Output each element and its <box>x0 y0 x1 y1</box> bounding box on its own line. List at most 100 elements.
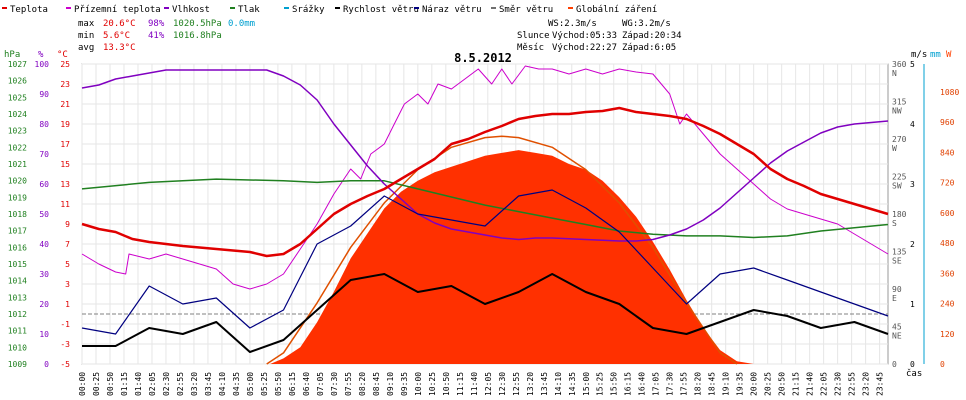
tick-label-dir: W <box>892 144 897 153</box>
tick-label-time: 01:15 <box>120 372 129 396</box>
tick-label-dir: E <box>892 294 897 303</box>
tick-label-pct: 30 <box>39 270 49 279</box>
stat-max-label: max <box>78 19 95 29</box>
tick-label-time: 20:50 <box>778 372 787 396</box>
tick-label-time: 05:00 <box>246 372 255 396</box>
tick-label-hpa: 1018 <box>8 210 27 219</box>
tick-label-degc: 19 <box>60 120 70 129</box>
tick-label-time: 07:05 <box>316 372 325 396</box>
tick-label-wm2: 0 <box>940 360 945 369</box>
tick-label-time: 11:40 <box>470 372 479 396</box>
tick-label-time: 08:45 <box>372 372 381 396</box>
tick-label-dir: 225 <box>892 173 907 182</box>
sun-set: Západ:20:34 <box>622 31 682 41</box>
tick-label-degc: -1 <box>60 320 70 329</box>
tick-label-dir: SE <box>892 257 902 266</box>
tick-label-time: 00:00 <box>78 372 87 396</box>
pressure-line <box>81 178 889 239</box>
tick-label-time: 22:55 <box>848 372 857 396</box>
tick-label-time: 10:00 <box>414 372 423 396</box>
tick-label-wm2: 1080 <box>940 88 959 97</box>
tick-label-time: 08:20 <box>358 372 367 396</box>
legend: Teplota Přízemní teplota Vlhkost Tlak Srážky… <box>2 5 657 15</box>
tick-label-time: 20:00 <box>750 372 759 396</box>
tick-label-degc: 25 <box>60 60 70 69</box>
tick-label-wm2: 480 <box>940 239 955 248</box>
tick-label-pct: 90 <box>39 90 49 99</box>
axes: 1027102610251024102310221021102010191018… <box>8 60 960 396</box>
tick-label-dir: 135 <box>892 248 907 257</box>
stat-min-hum: 41% <box>148 31 165 41</box>
tick-label-pct: 100 <box>35 60 50 69</box>
tick-label-time: 19:10 <box>722 372 731 396</box>
stat-avg-temp: 13.3°C <box>103 43 136 53</box>
radiation-max-line <box>266 135 738 365</box>
temperature-line <box>81 106 889 258</box>
tick-label-pct: 20 <box>39 300 49 309</box>
tick-label-time: 05:25 <box>260 372 269 396</box>
tick-label-degc: 7 <box>65 240 70 249</box>
tick-label-dir: 90 <box>892 285 902 294</box>
axis-units: hPa % °C m/s mm W čas <box>4 50 952 379</box>
tick-label-degc: 13 <box>60 180 70 189</box>
tick-label-hpa: 1009 <box>8 360 27 369</box>
tick-label-hpa: 1026 <box>8 77 27 86</box>
tick-label-time: 00:50 <box>106 372 115 396</box>
tick-label-time: 14:10 <box>554 372 563 396</box>
tick-label-time: 22:30 <box>834 372 843 396</box>
tick-label-dir: SW <box>892 182 902 191</box>
wind-gust-line <box>81 189 889 335</box>
tick-label-ms: 1 <box>910 300 915 309</box>
tick-label-time: 04:35 <box>232 372 241 396</box>
tick-label-ms: 3 <box>910 180 915 189</box>
tick-label-dir: 0 <box>892 360 897 369</box>
moon-set: Západ:6:05 <box>622 43 676 53</box>
tick-label-time: 15:00 <box>582 372 591 396</box>
moon-label: Měsíc <box>517 43 544 53</box>
tick-label-wm2: 840 <box>940 148 955 157</box>
tick-label-time: 09:10 <box>386 372 395 396</box>
tick-label-time: 07:30 <box>330 372 339 396</box>
tick-label-wm2: 240 <box>940 300 955 309</box>
tick-label-hpa: 1027 <box>8 60 27 69</box>
tick-label-time: 13:45 <box>540 372 549 396</box>
legend-item: Směr větru <box>499 5 553 15</box>
stat-max-temp: 20.6°C <box>103 19 136 29</box>
legend-item: Srážky <box>292 5 325 15</box>
tick-label-wm2: 960 <box>940 118 955 127</box>
stat-min-label: min <box>78 31 94 41</box>
tick-label-ms: 5 <box>910 60 915 69</box>
sun-label: Slunce <box>517 31 550 41</box>
tick-label-time: 17:30 <box>666 372 675 396</box>
tick-label-hpa: 1010 <box>8 343 27 352</box>
tick-label-hpa: 1015 <box>8 260 27 269</box>
stat-rain: 0.0mm <box>228 19 255 29</box>
stats-panel: max 20.6°C 98% 1020.5hPa 0.0mm min 5.6°C… <box>78 19 682 53</box>
tick-label-time: 02:55 <box>176 372 185 396</box>
tick-label-degc: 5 <box>65 260 70 269</box>
tick-label-ms: 0 <box>910 360 915 369</box>
tick-label-degc: 23 <box>60 80 70 89</box>
legend-item: Globální záření <box>576 5 657 15</box>
tick-label-time: 23:45 <box>876 372 885 396</box>
tick-label-degc: -5 <box>60 360 70 369</box>
tick-label-time: 15:25 <box>596 372 605 396</box>
tick-label-time: 22:05 <box>820 372 829 396</box>
unit-mm: mm <box>930 50 941 60</box>
tick-label-time: 10:50 <box>442 372 451 396</box>
unit-time: čas <box>906 368 922 379</box>
stat-min-temp: 5.6°C <box>103 31 130 41</box>
wind-speed-line <box>82 273 889 353</box>
tick-label-dir: 45 <box>892 323 902 332</box>
tick-label-time: 20:25 <box>764 372 773 396</box>
tick-label-time: 14:35 <box>568 372 577 396</box>
unit-ms: m/s <box>911 50 927 60</box>
tick-label-degc: 11 <box>60 200 70 209</box>
tick-label-time: 03:45 <box>204 372 213 396</box>
tick-label-hpa: 1022 <box>8 143 27 152</box>
stat-max-press: 1020.5hPa <box>173 19 222 29</box>
tick-label-time: 00:25 <box>92 372 101 396</box>
tick-label-time: 19:35 <box>736 372 745 396</box>
tick-label-time: 13:20 <box>526 372 535 396</box>
tick-label-hpa: 1021 <box>8 160 27 169</box>
